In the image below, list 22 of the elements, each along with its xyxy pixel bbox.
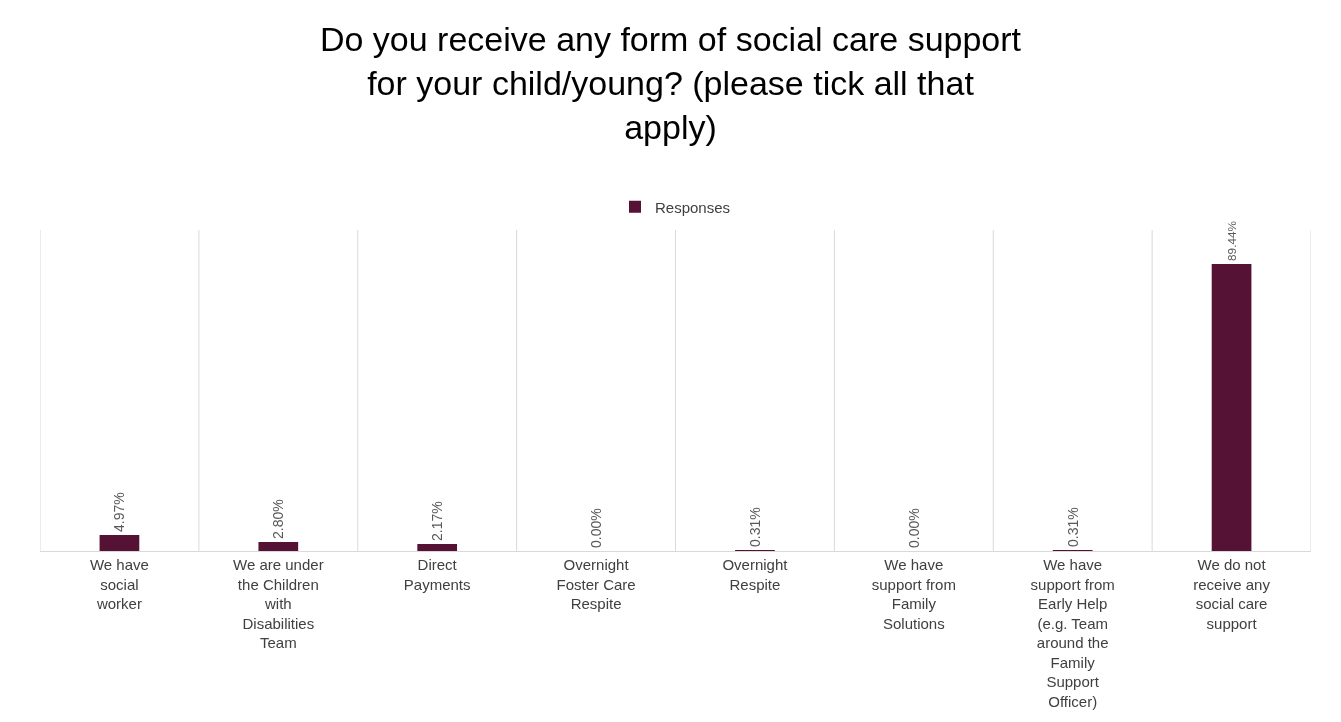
bar bbox=[417, 544, 458, 551]
bar bbox=[1211, 263, 1252, 551]
x-tick-label: Overnight Respite bbox=[722, 556, 789, 593]
data-label: 0.00% bbox=[588, 508, 605, 548]
x-tick-label: Overnight Foster Care Respite bbox=[556, 556, 636, 612]
bar bbox=[99, 535, 140, 551]
x-tick-label: We have social worker bbox=[89, 556, 149, 612]
x-tick-label: Direct Payments bbox=[403, 556, 471, 593]
data-label: 2.17% bbox=[429, 501, 446, 542]
data-label: 89.44% bbox=[1224, 221, 1238, 261]
data-label: 0.31% bbox=[746, 507, 763, 547]
chart-title: Do you receive any form of social care support for your child/young? (please tick all that apply) bbox=[319, 19, 1022, 146]
legend-label: Responses bbox=[655, 198, 731, 216]
bar bbox=[258, 542, 299, 551]
data-label: 0.31% bbox=[1064, 507, 1081, 547]
data-label: 2.80% bbox=[270, 499, 287, 540]
x-tick-label: We have support from Family Solutions bbox=[871, 556, 956, 632]
x-tick-label: We are under the Children with Disabilities Team bbox=[233, 556, 324, 651]
x-tick-label: We do not receive any social care support bbox=[1193, 556, 1271, 632]
data-label: 4.97% bbox=[111, 492, 128, 533]
x-tick-label: We have support from Early Help (e.g. Team around the Family Support Officer) bbox=[1030, 556, 1115, 710]
data-label: 0.00% bbox=[905, 508, 922, 548]
